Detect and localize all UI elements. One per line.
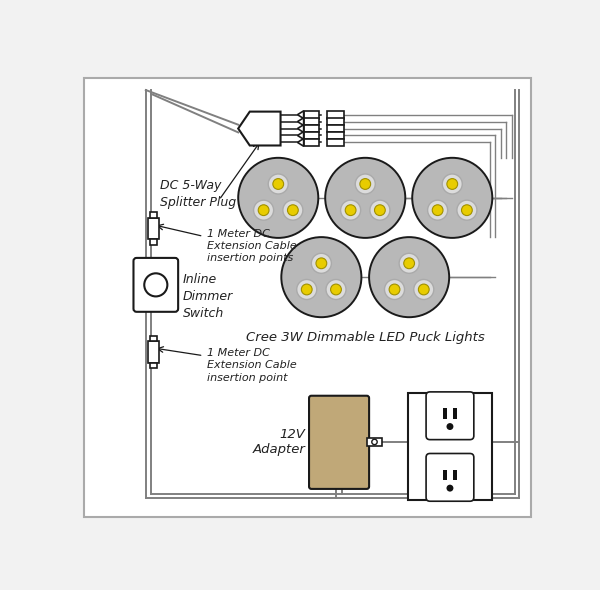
FancyBboxPatch shape: [426, 454, 474, 502]
Text: Cree 3W Dimmable LED Puck Lights: Cree 3W Dimmable LED Puck Lights: [246, 331, 485, 344]
Bar: [327, 111, 344, 119]
Circle shape: [404, 258, 415, 268]
FancyBboxPatch shape: [133, 258, 178, 312]
Circle shape: [281, 237, 361, 317]
Circle shape: [301, 284, 312, 295]
Circle shape: [399, 253, 419, 273]
Bar: [327, 118, 344, 126]
Bar: [453, 470, 457, 480]
Circle shape: [369, 237, 449, 317]
Circle shape: [442, 174, 462, 194]
Bar: [151, 336, 157, 341]
Circle shape: [432, 205, 443, 215]
Bar: [304, 124, 319, 132]
Bar: [327, 132, 344, 139]
Text: 1 Meter DC
Extension Cable
insertion points: 1 Meter DC Extension Cable insertion poi…: [208, 229, 297, 264]
Bar: [151, 240, 157, 245]
Circle shape: [331, 284, 341, 295]
Circle shape: [446, 423, 454, 430]
Bar: [304, 132, 319, 139]
Circle shape: [389, 284, 400, 295]
Circle shape: [360, 179, 371, 189]
Polygon shape: [298, 132, 304, 139]
Circle shape: [412, 158, 493, 238]
Polygon shape: [298, 124, 304, 132]
Bar: [148, 218, 159, 240]
Circle shape: [268, 174, 288, 194]
Circle shape: [273, 179, 284, 189]
Polygon shape: [298, 118, 304, 126]
Polygon shape: [238, 112, 281, 146]
Bar: [304, 139, 319, 146]
Circle shape: [325, 158, 405, 238]
Circle shape: [238, 158, 318, 238]
Circle shape: [341, 200, 361, 220]
Bar: [367, 438, 382, 446]
Circle shape: [297, 280, 317, 300]
Bar: [327, 139, 344, 146]
Text: DC 5-Way
Splitter Plug: DC 5-Way Splitter Plug: [160, 179, 236, 209]
Circle shape: [258, 205, 269, 215]
Circle shape: [311, 253, 331, 273]
Circle shape: [446, 484, 454, 491]
Circle shape: [326, 280, 346, 300]
Bar: [443, 470, 447, 480]
Circle shape: [372, 439, 377, 445]
FancyBboxPatch shape: [309, 396, 369, 489]
Bar: [443, 408, 447, 419]
Bar: [304, 118, 319, 126]
Circle shape: [370, 200, 390, 220]
Circle shape: [374, 205, 385, 215]
Circle shape: [457, 200, 477, 220]
Bar: [151, 212, 157, 218]
Bar: [407, 393, 493, 500]
FancyBboxPatch shape: [426, 392, 474, 440]
Circle shape: [414, 280, 434, 300]
Text: 1 Meter DC
Extension Cable
insertion point: 1 Meter DC Extension Cable insertion poi…: [208, 348, 297, 383]
Circle shape: [316, 258, 327, 268]
Circle shape: [385, 280, 404, 300]
Circle shape: [428, 200, 448, 220]
Circle shape: [418, 284, 429, 295]
Bar: [327, 124, 344, 132]
Circle shape: [144, 273, 167, 296]
Circle shape: [287, 205, 298, 215]
Bar: [304, 111, 319, 119]
Bar: [453, 408, 457, 419]
Text: 12V
Adapter: 12V Adapter: [253, 428, 305, 456]
Circle shape: [345, 205, 356, 215]
Bar: [151, 363, 157, 368]
Circle shape: [447, 179, 458, 189]
Circle shape: [355, 174, 375, 194]
Circle shape: [461, 205, 472, 215]
Polygon shape: [298, 111, 304, 119]
Polygon shape: [298, 139, 304, 146]
Circle shape: [283, 200, 303, 220]
Bar: [148, 341, 159, 363]
Circle shape: [254, 200, 274, 220]
Text: Inline
Dimmer
Switch: Inline Dimmer Switch: [183, 273, 233, 320]
